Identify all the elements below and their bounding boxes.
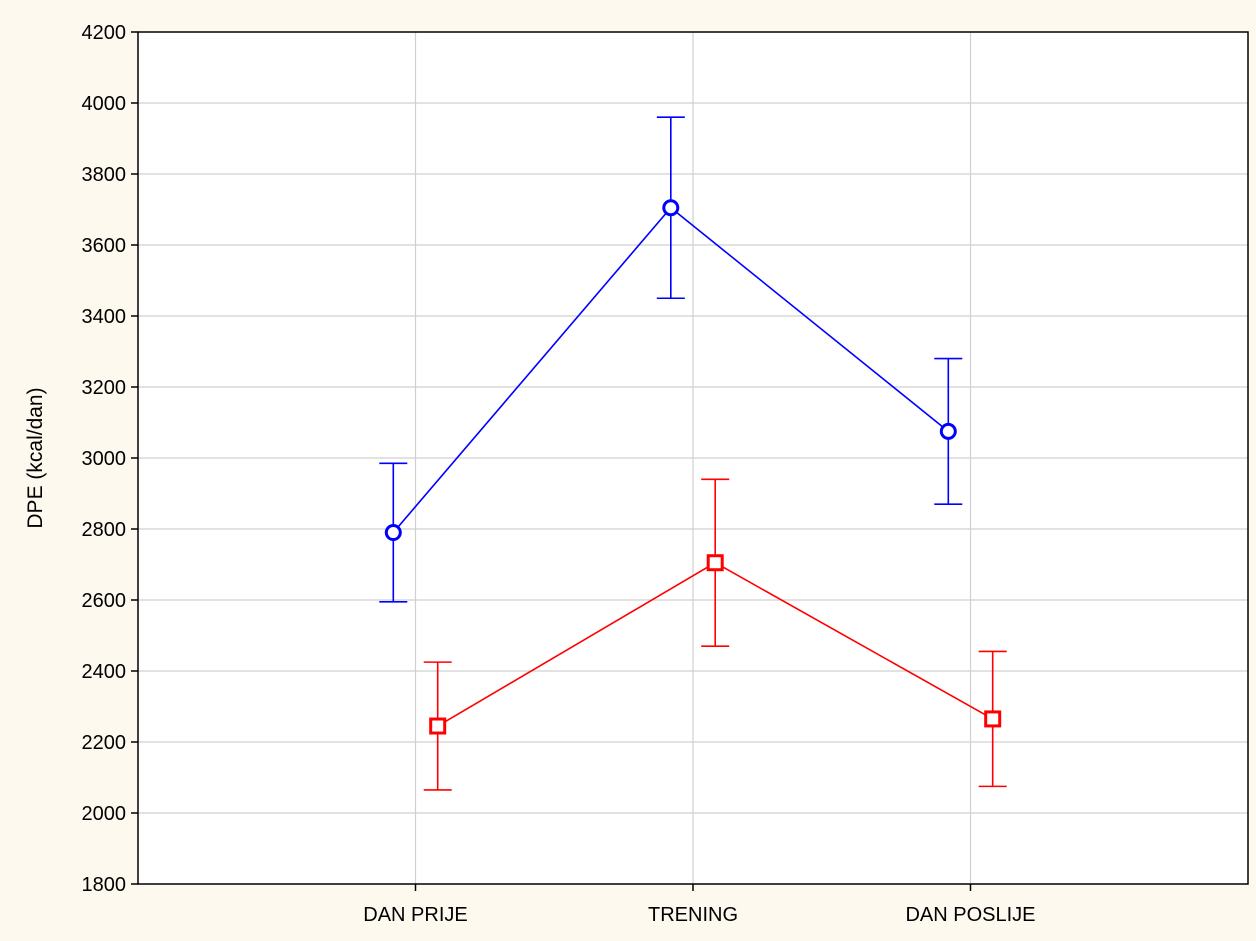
y-tick-label: 4000: [82, 93, 127, 115]
data-point: [429, 717, 447, 735]
x-tick-label: TRENING: [648, 904, 738, 926]
data-point: [984, 710, 1002, 728]
y-tick-label: 3000: [82, 448, 127, 470]
series-layer: [379, 116, 1007, 791]
grid: [138, 32, 1248, 884]
y-tick-label: 2200: [82, 732, 127, 754]
y-tick-label: 1800: [82, 874, 127, 896]
y-tick-label: 3600: [82, 235, 127, 257]
data-point: [384, 524, 402, 542]
x-tick-label: DAN PRIJE: [363, 904, 467, 926]
y-tick-label: 2400: [82, 661, 127, 683]
ticks: 1800 2000 2200 2400 2600 2800 3000 3200 3400 3600…: [82, 22, 1036, 926]
y-axis-title: DPE (kcal/dan): [24, 387, 47, 528]
data-point: [939, 422, 957, 440]
y-tick-label: 2000: [82, 803, 127, 825]
data-point: [706, 554, 724, 572]
series-2: [423, 478, 1007, 791]
y-tick-label: 3800: [82, 164, 127, 186]
x-tick-label: DAN POSLIJE: [905, 904, 1035, 926]
y-tick-label: 3400: [82, 306, 127, 328]
series-1: [379, 116, 963, 603]
data-point: [662, 199, 680, 217]
y-tick-label: 4200: [82, 22, 127, 44]
y-tick-label: 3200: [82, 377, 127, 399]
y-tick-label: 2600: [82, 590, 127, 612]
y-tick-label: 2800: [82, 519, 127, 541]
